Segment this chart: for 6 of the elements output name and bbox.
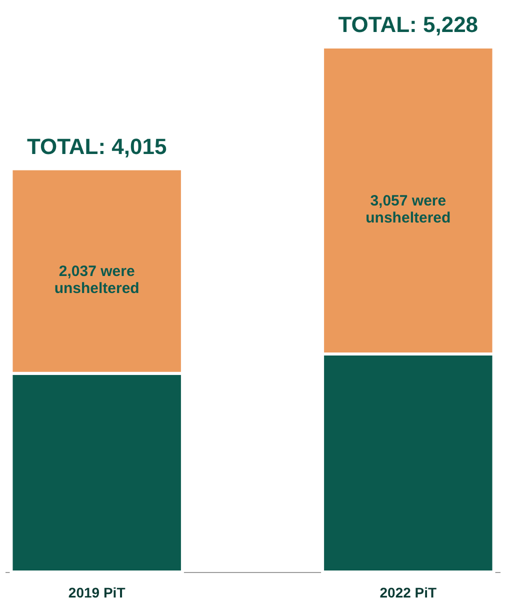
data-label: 3,057 were unsheltered <box>366 192 451 226</box>
x-tick-label: 2022 PiT <box>380 584 438 600</box>
x-tick-label: 2019 PiT <box>68 584 126 600</box>
data-label: 2,037 were unsheltered <box>54 263 140 298</box>
total-label: TOTAL: 5,228 <box>338 12 478 37</box>
total-label: TOTAL: 4,015 <box>26 134 167 159</box>
